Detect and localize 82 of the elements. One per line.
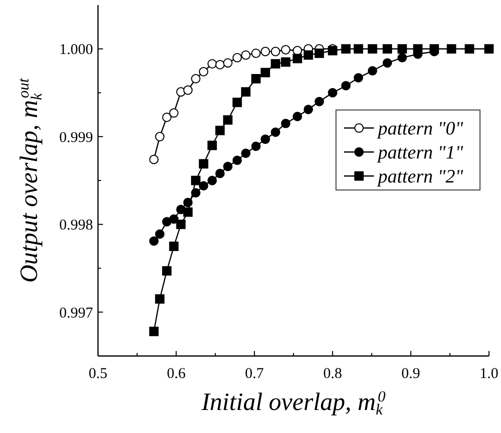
point bbox=[354, 73, 364, 83]
x-tick-label: 0.6 bbox=[166, 366, 186, 382]
point bbox=[215, 60, 225, 70]
point bbox=[191, 74, 200, 84]
point bbox=[241, 148, 250, 158]
legend-label: pattern "2" bbox=[376, 166, 464, 188]
point bbox=[223, 162, 233, 172]
point bbox=[382, 58, 392, 68]
point bbox=[314, 96, 324, 106]
point bbox=[169, 214, 179, 224]
y-tick-label: 0.999 bbox=[59, 130, 93, 146]
point bbox=[198, 66, 208, 76]
point bbox=[446, 44, 456, 54]
x-tick-label: 0.5 bbox=[88, 366, 108, 382]
y-tick-label: 1.000 bbox=[59, 42, 93, 58]
point bbox=[260, 46, 270, 56]
point bbox=[191, 176, 200, 186]
point bbox=[232, 52, 242, 62]
point bbox=[169, 108, 179, 118]
point bbox=[280, 45, 290, 54]
point bbox=[241, 50, 250, 60]
point bbox=[232, 98, 242, 108]
point bbox=[215, 126, 225, 136]
point bbox=[292, 46, 302, 56]
point bbox=[155, 294, 164, 304]
point bbox=[223, 115, 233, 125]
point bbox=[149, 236, 159, 246]
point bbox=[341, 81, 351, 90]
point bbox=[198, 181, 208, 190]
point bbox=[292, 54, 302, 64]
point bbox=[280, 118, 290, 128]
point bbox=[251, 74, 261, 84]
point bbox=[341, 44, 351, 54]
point bbox=[149, 326, 159, 336]
x-tick-label: 1.0 bbox=[480, 366, 498, 382]
y-tick-label: 0.997 bbox=[59, 305, 94, 322]
point bbox=[155, 132, 164, 142]
x-tick-label: 0.9 bbox=[401, 366, 420, 382]
point bbox=[162, 266, 172, 276]
point bbox=[223, 58, 233, 68]
point bbox=[398, 52, 407, 62]
point bbox=[215, 168, 225, 178]
point bbox=[183, 207, 193, 217]
point bbox=[270, 46, 280, 56]
point bbox=[162, 112, 172, 122]
point bbox=[270, 59, 280, 68]
point bbox=[430, 44, 439, 54]
point bbox=[368, 66, 378, 76]
point bbox=[270, 128, 280, 137]
point bbox=[292, 112, 302, 122]
point bbox=[280, 57, 290, 67]
point bbox=[398, 44, 407, 54]
point bbox=[314, 48, 324, 58]
point bbox=[232, 156, 242, 166]
legend-label: pattern "0" bbox=[376, 118, 464, 140]
point bbox=[260, 68, 270, 78]
point bbox=[207, 140, 217, 150]
point bbox=[368, 44, 378, 54]
point bbox=[260, 134, 270, 144]
point bbox=[382, 44, 392, 54]
point bbox=[207, 59, 217, 68]
point bbox=[155, 229, 164, 239]
point bbox=[251, 48, 261, 58]
point bbox=[304, 50, 314, 60]
point bbox=[183, 85, 193, 95]
point bbox=[169, 242, 179, 252]
point bbox=[354, 44, 364, 54]
point bbox=[413, 44, 423, 54]
y-tick-label: 0.998 bbox=[59, 218, 93, 234]
point bbox=[241, 87, 250, 97]
point bbox=[328, 88, 338, 98]
point bbox=[251, 142, 261, 151]
x-tick-label: 0.8 bbox=[323, 366, 342, 382]
point bbox=[149, 154, 159, 164]
point bbox=[207, 176, 217, 186]
point bbox=[198, 159, 208, 169]
legend-label: pattern "1" bbox=[376, 142, 464, 164]
point bbox=[484, 44, 494, 54]
x-tick-label: 0.7 bbox=[245, 366, 264, 382]
point bbox=[304, 104, 314, 114]
point bbox=[464, 44, 474, 54]
point bbox=[176, 220, 186, 230]
